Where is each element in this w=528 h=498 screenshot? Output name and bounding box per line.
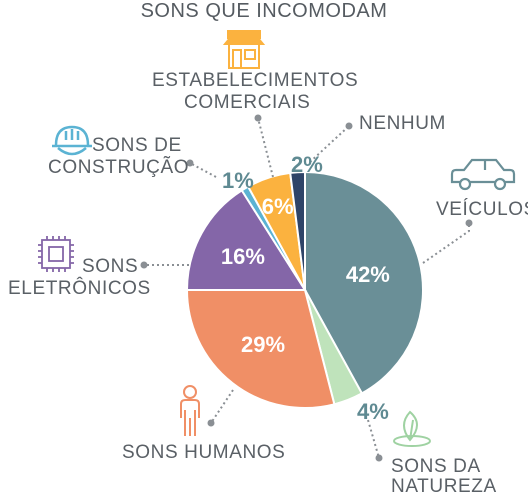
chip-icon: [38, 236, 74, 272]
label-nenhum: NENHUM: [359, 113, 446, 134]
pct-eletronicos: 16%: [221, 244, 265, 269]
label-eletronicos-line1: SONS: [82, 256, 139, 277]
leader-natureza: [367, 419, 380, 459]
leader-dot-comerciais: [254, 114, 262, 122]
label-eletronicos-line2: ELETRÔNICOS: [8, 278, 151, 299]
person-icon: [180, 385, 200, 436]
leader-dot-eletronicos: [140, 261, 148, 269]
label-construcao-line1: SONS DE: [92, 135, 182, 156]
label-natureza-line1: SONS DA: [391, 456, 481, 477]
leader-nenhum: [309, 125, 350, 163]
pct-natureza: 4%: [357, 399, 389, 424]
pct-nenhum: 2%: [291, 152, 323, 177]
slice-nenhum: [289, 170, 306, 291]
leader-dot-nenhum: [345, 122, 353, 130]
car-icon: [450, 158, 516, 191]
label-construcao-line2: CONSTRUÇÃO: [48, 157, 190, 178]
slice-eletronicos: [185, 188, 307, 291]
slice-veiculos: [304, 170, 424, 395]
pct-humanos: 29%: [241, 332, 285, 357]
label-veiculos: VEÍCULOS: [436, 199, 528, 220]
pct-construcao: 1%: [222, 168, 254, 193]
slice-humanos: [185, 289, 336, 409]
leader-dot-natureza: [375, 454, 383, 462]
leader-comerciais: [257, 117, 274, 178]
hardhat-icon: [52, 125, 92, 156]
leader-construcao: [189, 162, 217, 178]
leader-veiculos: [422, 223, 470, 264]
label-comerciais-line2: COMERCIAIS: [184, 92, 311, 113]
label-natureza-line2: NATUREZA: [391, 476, 497, 497]
leader-humanos: [210, 389, 234, 424]
chart-title: SONS QUE INCOMODAM: [140, 0, 388, 22]
leader-dot-veiculos: [465, 219, 473, 227]
label-comerciais-line1: ESTABELECIMENTOS: [152, 70, 359, 91]
label-humanos: SONS HUMANOS: [122, 442, 286, 463]
pct-veiculos: 42%: [346, 262, 390, 287]
leader-dot-construcao: [186, 159, 194, 167]
pct-comerciais: 6%: [262, 194, 294, 219]
leader-dot-humanos: [207, 419, 215, 427]
leader-dots: [140, 114, 473, 462]
storefront-icon: [222, 30, 266, 69]
leaf-icon: [393, 410, 431, 447]
